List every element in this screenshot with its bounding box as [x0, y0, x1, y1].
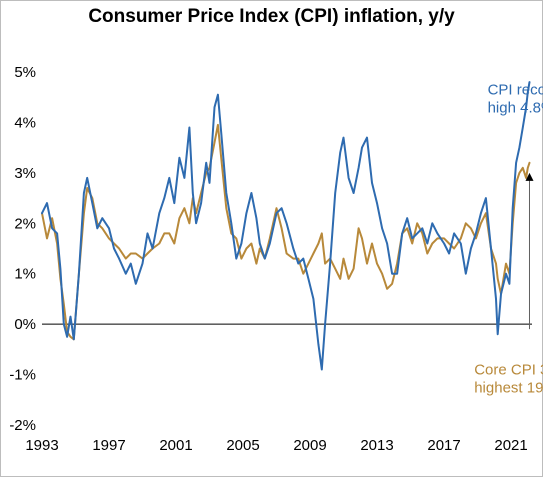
y-tick-label: -1% [9, 367, 36, 384]
x-tick-label: 1997 [92, 437, 125, 454]
x-axis-ticks: 1993 1997 2001 2005 2009 2013 2017 2021 [25, 437, 527, 454]
x-tick-label: 2017 [427, 437, 460, 454]
series-group [41, 81, 531, 371]
chart-title: Consumer Price Index (CPI) inflation, y/… [88, 6, 455, 27]
y-tick-label: -2% [9, 417, 36, 434]
y-tick-label: 5% [14, 64, 36, 81]
x-tick-label: 2021 [494, 437, 527, 454]
y-tick-label: 4% [14, 114, 36, 131]
x-tick-label: 2001 [159, 437, 192, 454]
y-tick-label: 1% [14, 266, 36, 283]
x-tick-label: 2005 [226, 437, 259, 454]
annotations-group: CPI recordhigh 4.8% Core CPI 3.2%,highest… [474, 82, 543, 397]
x-tick-label: 2009 [293, 437, 326, 454]
y-tick-label: 2% [14, 215, 36, 232]
cpi-series-line [41, 81, 531, 371]
annotation-arrow-group [525, 172, 534, 330]
annotation-core-cpi: Core CPI 3.2%, [474, 362, 543, 379]
annotation-cpi-record: high 4.8% [488, 100, 543, 117]
annotation-cpi-record: CPI record [488, 82, 543, 99]
annotation-core-cpi: highest 19 years [474, 380, 543, 397]
arrow-head [525, 172, 534, 181]
y-tick-label: 0% [14, 316, 36, 333]
y-tick-label: 3% [14, 165, 36, 182]
core-cpi-series-line [41, 123, 531, 341]
x-tick-label: 1993 [25, 437, 58, 454]
y-axis-ticks: -2% -1% 0% 1% 2% 3% 4% 5% [9, 64, 36, 434]
x-tick-label: 2013 [360, 437, 393, 454]
